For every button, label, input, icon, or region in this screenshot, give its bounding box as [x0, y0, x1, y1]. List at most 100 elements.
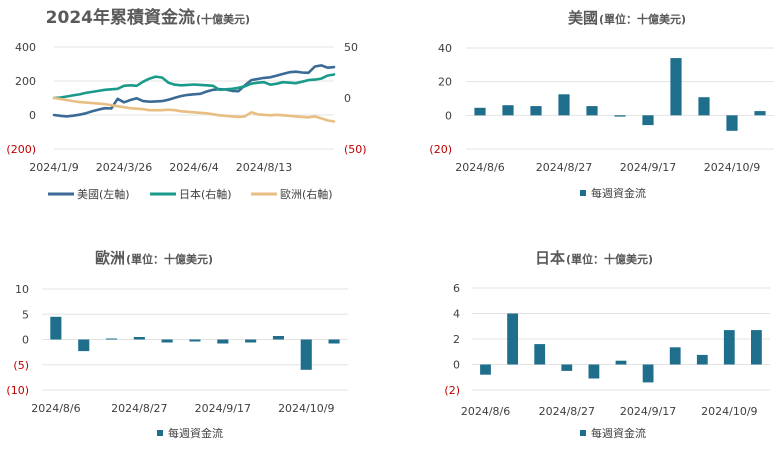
y-tick-label: 40: [438, 42, 452, 55]
bar: [328, 339, 340, 344]
x-tick-label: 2024/8/6: [31, 402, 80, 415]
y-axis-left-ticks: 400 200 0 (200): [6, 41, 36, 156]
bar: [78, 339, 90, 352]
y-tick-label: (2): [444, 384, 460, 397]
bar: [217, 339, 229, 344]
y-tick-label: 5: [22, 308, 29, 321]
legend-swatch: [580, 430, 586, 436]
x-axis-ticks: 2024/8/6 2024/8/27 2024/9/17 2024/10/9: [461, 405, 758, 418]
x-tick-label: 2024/8/6: [461, 405, 510, 418]
bar: [534, 344, 546, 365]
gridlines: [466, 47, 774, 150]
bar: [726, 115, 738, 131]
bar: [300, 339, 312, 370]
bar: [161, 339, 173, 343]
x-axis-ticks: 2024/1/9 2024/3/26 2024/6/4 2024/8/13: [29, 161, 292, 174]
bar: [723, 330, 735, 365]
y-tick-label: 4: [453, 308, 460, 321]
y-tick-label: 0: [22, 334, 29, 347]
legend-swatch: [580, 190, 586, 196]
y-axis-ticks: 6 4 2 0 (2): [444, 282, 460, 397]
y-tick-label: (5): [13, 359, 29, 372]
y-tick-label: 0: [344, 92, 351, 105]
bar: [558, 94, 570, 116]
y-tick-label: (20): [429, 143, 452, 156]
chart-title: 日本: [535, 249, 565, 267]
legend: 每週資金流: [580, 426, 646, 440]
x-tick-label: 2024/8/27: [111, 402, 167, 415]
y-axis-right-ticks: 50 0 (50): [344, 41, 367, 156]
x-tick-label: 2024/9/17: [620, 405, 676, 418]
legend-label: 每週資金流: [591, 186, 646, 200]
legend-label: 日本(右軸): [179, 187, 232, 201]
bar: [670, 58, 682, 116]
y-tick-label: 50: [344, 41, 358, 54]
bars: [50, 316, 340, 370]
chart-title-unit: (單位：十億美元): [566, 252, 653, 266]
bar: [588, 364, 600, 379]
y-axis-ticks: 10 5 0 (5) (10): [6, 283, 29, 397]
y-tick-label: (50): [344, 143, 367, 156]
y-axis-ticks: 40 20 0 (20): [429, 42, 452, 156]
x-tick-label: 2024/8/27: [536, 161, 592, 174]
bar: [696, 354, 708, 365]
bar: [189, 339, 201, 342]
legend-label: 美國(左軸): [77, 187, 130, 201]
bars: [474, 58, 766, 131]
legend: 美國(左軸) 日本(右軸) 歐洲(右軸): [48, 187, 333, 201]
legend: 每週資金流: [157, 426, 223, 440]
y-tick-label: 20: [438, 76, 452, 89]
bar: [133, 337, 145, 340]
bar: [474, 107, 486, 116]
gridlines: [54, 46, 334, 150]
bar: [561, 364, 573, 371]
legend-label: 每週資金流: [591, 426, 646, 440]
bar: [106, 338, 118, 340]
x-tick-label: 2024/8/27: [539, 405, 595, 418]
y-tick-label: 0: [453, 359, 460, 372]
x-tick-label: 2024/6/4: [169, 161, 218, 174]
bar: [507, 313, 518, 365]
legend-label: 歐洲(右軸): [280, 187, 333, 201]
bar: [642, 115, 654, 126]
bar: [272, 336, 284, 340]
x-axis-ticks: 2024/8/6 2024/8/27 2024/9/17 2024/10/9: [31, 402, 334, 415]
us-weekly-flow-chart: 美國 (單位：十億美元) 40 20 0 (20) 2024/8/6 2024/8/27…: [429, 9, 774, 200]
y-tick-label: 0: [29, 109, 36, 122]
y-tick-label: 2: [453, 333, 460, 346]
x-tick-label: 2024/10/9: [278, 402, 334, 415]
bar: [502, 105, 514, 116]
x-tick-label: 2024/9/17: [620, 161, 676, 174]
series-lines: [52, 64, 336, 123]
x-tick-label: 2024/8/6: [455, 161, 504, 174]
legend-swatch: [157, 430, 163, 436]
chart-title: 2024年累積資金流: [46, 7, 195, 28]
bar: [586, 106, 598, 116]
x-tick-label: 2024/8/13: [236, 161, 292, 174]
x-tick-label: 2024/1/9: [29, 161, 78, 174]
series-line: [52, 96, 336, 123]
y-tick-label: (200): [6, 143, 36, 156]
legend: 每週資金流: [580, 186, 646, 200]
bar: [669, 347, 681, 365]
chart-title-unit: (十億美元): [196, 12, 250, 26]
chart-title-unit: (單位：十億美元): [126, 252, 213, 266]
x-tick-label: 2024/3/26: [96, 161, 152, 174]
series-line: [52, 73, 336, 100]
cumulative-flow-chart: 2024年累積資金流 (十億美元) 400 200 0 (200) 50 0 (50) 2…: [6, 7, 366, 201]
legend-label: 每週資金流: [168, 426, 223, 440]
bar: [615, 360, 627, 365]
chart-title: 歐洲: [95, 249, 125, 267]
bars: [480, 313, 762, 383]
y-tick-label: 0: [445, 109, 452, 122]
gridlines: [472, 287, 770, 391]
bar: [480, 364, 491, 375]
x-axis-ticks: 2024/8/6 2024/8/27 2024/9/17 2024/10/9: [455, 161, 760, 174]
bar: [50, 316, 62, 340]
y-tick-label: 400: [15, 41, 36, 54]
chart-title-unit: (單位：十億美元): [599, 12, 686, 26]
y-tick-label: 200: [15, 75, 36, 88]
